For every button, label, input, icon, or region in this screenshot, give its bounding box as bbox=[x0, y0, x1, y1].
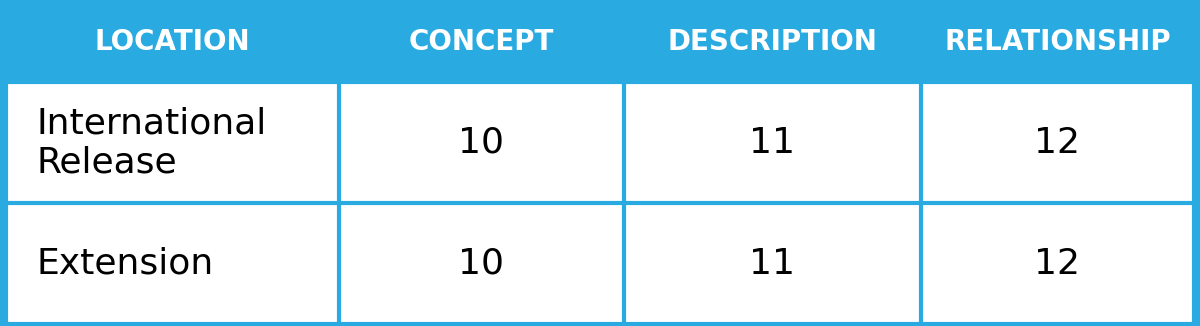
Bar bbox=[624, 2, 920, 82]
Text: 10: 10 bbox=[458, 247, 504, 281]
Text: 12: 12 bbox=[1034, 126, 1080, 160]
Bar bbox=[624, 203, 920, 324]
Text: LOCATION: LOCATION bbox=[95, 28, 250, 56]
Text: DESCRIPTION: DESCRIPTION bbox=[667, 28, 877, 56]
Bar bbox=[338, 82, 624, 203]
Text: International
Release: International Release bbox=[36, 106, 266, 180]
Bar bbox=[338, 2, 624, 82]
Text: 11: 11 bbox=[749, 126, 796, 160]
Text: 11: 11 bbox=[749, 247, 796, 281]
Text: Extension: Extension bbox=[36, 247, 214, 281]
Text: 12: 12 bbox=[1034, 247, 1080, 281]
Bar bbox=[338, 203, 624, 324]
Bar bbox=[6, 2, 338, 82]
Text: 10: 10 bbox=[458, 126, 504, 160]
Bar bbox=[920, 82, 1194, 203]
Text: RELATIONSHIP: RELATIONSHIP bbox=[944, 28, 1171, 56]
Text: CONCEPT: CONCEPT bbox=[408, 28, 554, 56]
Bar bbox=[6, 203, 338, 324]
Bar bbox=[920, 2, 1194, 82]
Bar bbox=[624, 82, 920, 203]
Bar bbox=[920, 203, 1194, 324]
Bar bbox=[6, 82, 338, 203]
